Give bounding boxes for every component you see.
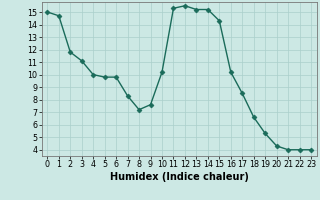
X-axis label: Humidex (Indice chaleur): Humidex (Indice chaleur) (110, 172, 249, 182)
